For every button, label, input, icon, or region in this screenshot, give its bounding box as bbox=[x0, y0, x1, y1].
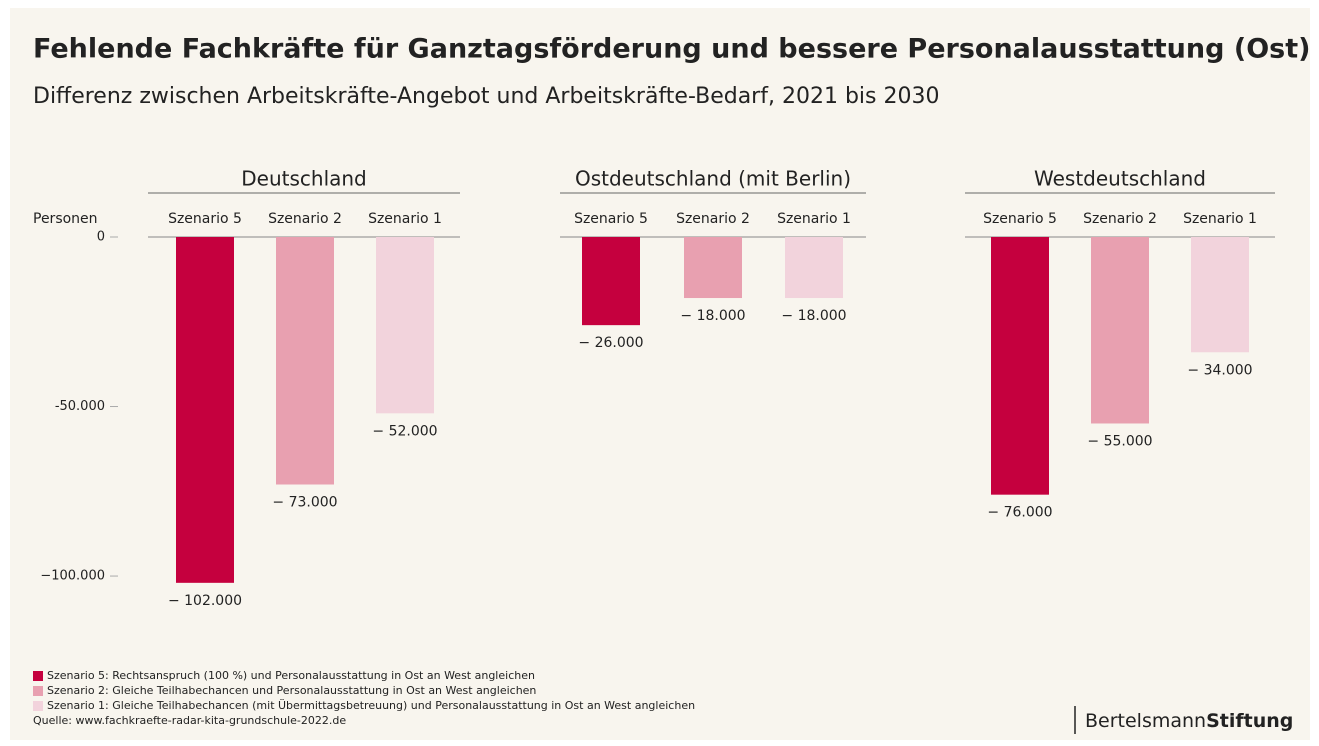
x-tick-label: Szenario 2 bbox=[1083, 211, 1157, 227]
legend-label: Szenario 5: Rechtsanspruch (100 %) und P… bbox=[47, 669, 535, 682]
legend-swatch bbox=[33, 686, 43, 696]
bar bbox=[376, 237, 434, 414]
bar bbox=[582, 237, 640, 326]
x-tick-label: Szenario 1 bbox=[1183, 211, 1257, 227]
legend-swatch bbox=[33, 701, 43, 711]
panel-title: Deutschland bbox=[241, 167, 367, 191]
value-label: − 34.000 bbox=[1187, 362, 1252, 378]
y-axis-label: Personen bbox=[33, 211, 98, 227]
chart-title: Fehlende Fachkräfte für Ganztagsförderun… bbox=[33, 34, 1310, 65]
value-label: − 18.000 bbox=[781, 308, 846, 324]
x-tick-label: Szenario 5 bbox=[574, 211, 648, 227]
value-label: − 102.000 bbox=[168, 593, 242, 609]
y-tick-label: -50.000 bbox=[55, 399, 105, 414]
chart-subtitle: Differenz zwischen Arbeitskräfte-Angebot… bbox=[33, 84, 939, 109]
panel-title: Westdeutschland bbox=[1034, 167, 1206, 191]
bar bbox=[1091, 237, 1149, 424]
value-label: − 55.000 bbox=[1087, 433, 1152, 449]
x-tick-label: Szenario 2 bbox=[676, 211, 750, 227]
y-tick-label: −100.000 bbox=[40, 569, 105, 584]
source: Quelle: www.fachkraefte-radar-kita-grund… bbox=[33, 714, 346, 727]
value-label: − 26.000 bbox=[578, 335, 643, 351]
panel-title: Ostdeutschland (mit Berlin) bbox=[575, 167, 851, 191]
bar bbox=[785, 237, 843, 299]
legend-swatch bbox=[33, 671, 43, 681]
value-label: − 73.000 bbox=[272, 495, 337, 511]
bar bbox=[684, 237, 742, 299]
x-tick-label: Szenario 5 bbox=[983, 211, 1057, 227]
x-tick-label: Szenario 2 bbox=[268, 211, 342, 227]
x-tick-label: Szenario 5 bbox=[168, 211, 242, 227]
value-label: − 18.000 bbox=[680, 308, 745, 324]
value-label: − 76.000 bbox=[987, 505, 1052, 521]
legend-label: Szenario 1: Gleiche Teilhabechancen (mit… bbox=[47, 699, 695, 712]
bar bbox=[991, 237, 1049, 495]
x-tick-label: Szenario 1 bbox=[777, 211, 851, 227]
bar bbox=[1191, 237, 1249, 353]
logo: BertelsmannStiftung bbox=[1085, 710, 1293, 732]
bar bbox=[276, 237, 334, 485]
legend-label: Szenario 2: Gleiche Teilhabechancen und … bbox=[47, 684, 536, 697]
value-label: − 52.000 bbox=[372, 423, 437, 439]
bar bbox=[176, 237, 234, 583]
logo-bold: Stiftung bbox=[1206, 710, 1293, 732]
logo-name: Bertelsmann bbox=[1085, 710, 1206, 732]
y-tick-label: 0 bbox=[97, 230, 105, 245]
x-tick-label: Szenario 1 bbox=[368, 211, 442, 227]
